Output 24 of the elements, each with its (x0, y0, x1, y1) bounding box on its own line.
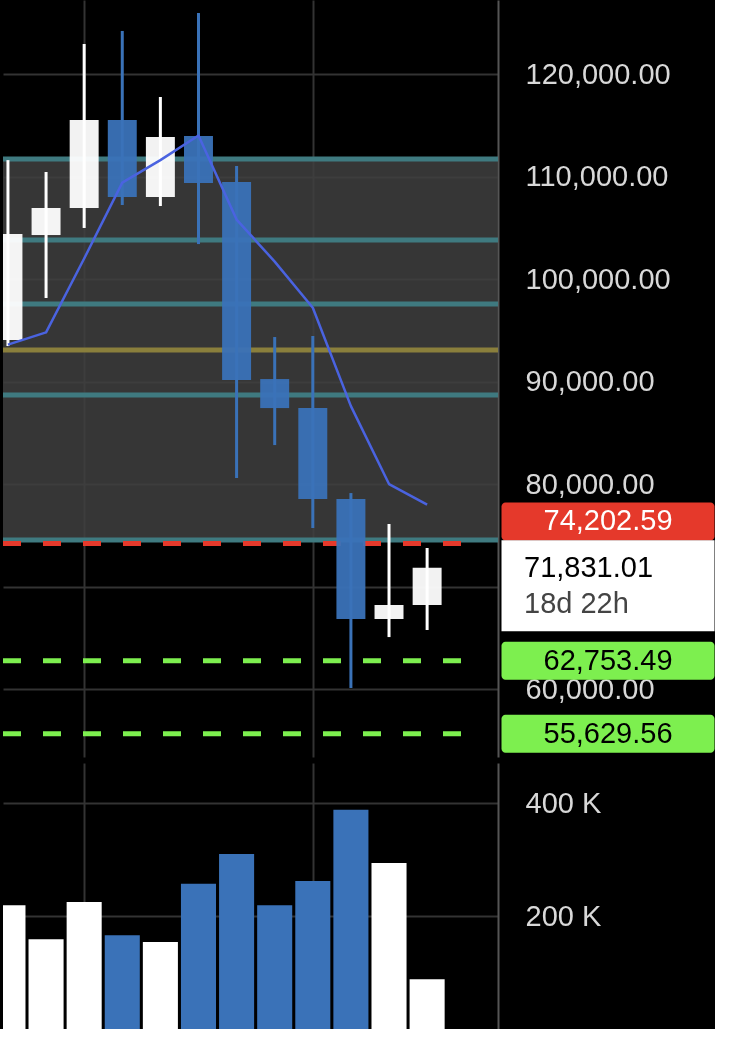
text: 18d 22h (524, 586, 629, 619)
y-tick-label: 100,000.00 (525, 262, 671, 295)
text: 71,831.01 (524, 550, 654, 583)
ref-line-label: 55,629.56 (543, 716, 673, 749)
bar (295, 881, 331, 1029)
y-tick-label: 400 K (525, 786, 602, 819)
bar (66, 901, 102, 1029)
ref-line-label: 62,753.49 (543, 643, 673, 676)
bar (333, 809, 369, 1029)
bar (142, 942, 178, 1029)
y-tick-label: 110,000.00 (525, 160, 669, 193)
bar (180, 883, 217, 1029)
bar (257, 905, 293, 1029)
y-tick-label: 90,000.00 (525, 365, 655, 398)
y-tick-label: 120,000.00 (525, 57, 671, 90)
line-series (6, 134, 429, 506)
ref-line-label: 74,202.59 (543, 504, 673, 537)
bar (219, 853, 255, 1029)
bar (409, 979, 445, 1029)
y-tick-label: 80,000.00 (525, 467, 655, 500)
bar (104, 935, 140, 1029)
y-tick-label: 200 K (525, 899, 602, 932)
candlestick (374, 524, 404, 639)
bar (371, 862, 407, 1029)
